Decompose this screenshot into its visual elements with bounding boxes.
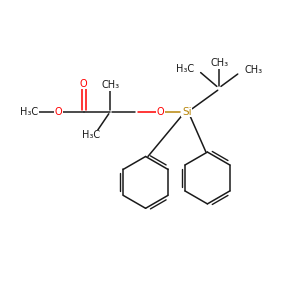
Text: CH₃: CH₃	[210, 58, 228, 68]
Text: H₃C: H₃C	[20, 107, 38, 117]
Text: Si: Si	[182, 107, 192, 117]
Text: O: O	[157, 107, 164, 117]
Text: O: O	[55, 107, 62, 117]
Text: CH₃: CH₃	[101, 80, 119, 90]
Text: H₃C: H₃C	[82, 130, 100, 140]
Text: CH₃: CH₃	[244, 65, 262, 76]
Text: H₃C: H₃C	[176, 64, 194, 74]
Text: O: O	[80, 79, 88, 89]
